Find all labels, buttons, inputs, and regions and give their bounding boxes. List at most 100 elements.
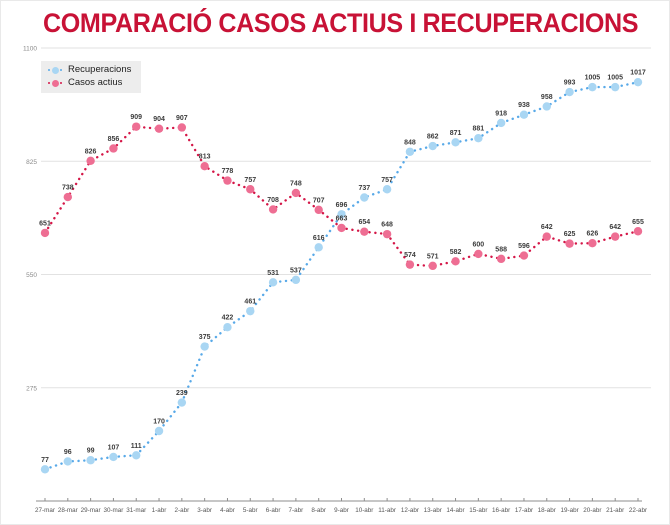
x-axis-tick-label: 28-mar (58, 507, 78, 514)
data-point-label: 848 (404, 139, 416, 146)
casos-actius-data-point[interactable] (154, 124, 164, 133)
casos-actius-data-point[interactable] (63, 192, 73, 202)
recuperacions-data-point[interactable] (177, 398, 187, 407)
recuperacions-data-point[interactable] (337, 210, 346, 219)
x-axis-tick-label: 31-mar (126, 507, 146, 514)
casos-actius-data-point[interactable] (40, 228, 50, 238)
casos-actius-data-point[interactable] (519, 251, 529, 260)
recuperacions-data-point[interactable] (451, 138, 460, 147)
casos-actius-data-point[interactable] (633, 227, 643, 236)
recuperacions-data-point[interactable] (542, 102, 551, 111)
data-point-label: 738 (62, 185, 74, 192)
data-point-label: 375 (199, 334, 211, 341)
casos-actius-data-point[interactable] (268, 205, 278, 214)
casos-actius-data-point[interactable] (291, 188, 301, 198)
x-axis-tick-label: 29-mar (81, 507, 101, 514)
recuperacions-data-point[interactable] (314, 243, 323, 252)
data-point-label: 170 (153, 418, 165, 425)
data-point-label: 909 (130, 114, 142, 121)
casos-actius-data-point[interactable] (588, 239, 597, 248)
x-axis-tick-label: 10-abr (355, 507, 373, 514)
casos-actius-data-point[interactable] (565, 239, 574, 248)
casos-actius-data-point[interactable] (451, 257, 460, 266)
casos-actius-data-point[interactable] (200, 161, 209, 171)
page-title: COMPARACIÓ CASOS ACTIUS I RECUPERACIONS (43, 8, 639, 38)
data-point-label: 778 (222, 168, 234, 175)
recuperacions-data-point[interactable] (86, 456, 95, 465)
data-point-label: 111 (131, 443, 142, 450)
data-point-label: 600 (473, 241, 485, 248)
data-point-label: 938 (518, 102, 530, 109)
recuperacions-data-point[interactable] (291, 275, 301, 285)
casos-actius-data-point[interactable] (246, 185, 255, 194)
casos-actius-data-point[interactable] (177, 123, 187, 132)
casos-actius-data-point[interactable] (405, 260, 415, 269)
recuperacions-data-point[interactable] (109, 452, 118, 462)
recuperacions-data-point[interactable] (565, 87, 574, 97)
y-axis-tick-label: 1100 (23, 46, 37, 53)
recuperacions-data-point[interactable] (132, 451, 141, 460)
recuperacions-data-point[interactable] (496, 118, 506, 128)
casos-actius-data-point[interactable] (428, 261, 437, 271)
data-point-label: 574 (404, 252, 416, 259)
casos-actius-data-point[interactable] (337, 223, 346, 233)
recuperacions-data-point[interactable] (246, 306, 255, 316)
recuperacions-data-point[interactable] (360, 193, 369, 202)
data-point-label: 1005 (585, 75, 601, 82)
data-point-label: 881 (473, 126, 485, 133)
recuperacions-data-point[interactable] (154, 426, 164, 436)
data-point-label: 907 (176, 115, 188, 122)
recuperacions-data-point[interactable] (268, 278, 278, 287)
x-axis-tick-label: 14-abr (446, 507, 464, 514)
data-point-label: 461 (244, 299, 256, 306)
casos-actius-data-point[interactable] (542, 232, 551, 241)
recuperacions-data-point[interactable] (382, 185, 392, 194)
legend: Recuperacions Casos actius (41, 61, 142, 93)
data-point-label: 654 (358, 219, 370, 226)
legend-item-casos-actius[interactable]: Casos actius (47, 77, 131, 89)
casos-actius-line (43, 125, 640, 268)
casos-actius-data-point[interactable] (109, 144, 118, 153)
data-point-label: 696 (336, 202, 348, 209)
recuperacions-data-point[interactable] (610, 82, 620, 92)
recuperacions-data-point[interactable] (63, 457, 73, 466)
casos-actius-data-point[interactable] (610, 232, 620, 241)
recuperacions-data-point[interactable] (588, 82, 597, 92)
recuperacions-data-point[interactable] (223, 323, 232, 332)
data-point-label: 596 (518, 243, 530, 250)
casos-actius-data-point[interactable] (132, 122, 141, 131)
data-point-label: 871 (450, 130, 462, 137)
data-point-label: 856 (108, 136, 120, 143)
data-point-label: 531 (267, 270, 279, 277)
data-point-label: 571 (427, 253, 439, 260)
recuperacions-data-point[interactable] (633, 77, 643, 87)
casos-actius-data-point[interactable] (382, 229, 392, 239)
casos-actius-data-point[interactable] (496, 254, 506, 264)
data-point-label: 707 (313, 197, 325, 204)
casos-actius-data-point[interactable] (474, 249, 483, 259)
casos-actius-data-point[interactable] (86, 156, 95, 166)
recuperacions-data-point[interactable] (200, 342, 209, 351)
data-point-label: 99 (87, 448, 95, 455)
recuperacions-data-point[interactable] (40, 465, 50, 474)
casos-actius-data-point[interactable] (360, 227, 369, 236)
recuperacions-data-point[interactable] (428, 141, 437, 151)
recuperacions-data-point[interactable] (405, 147, 415, 156)
x-axis-tick-label: 21-abr (606, 507, 624, 514)
recuperacions-data-point[interactable] (474, 133, 483, 143)
x-axis-tick-label: 8-abr (311, 507, 326, 514)
data-point-label: 1005 (607, 75, 623, 82)
recuperacions-line (43, 81, 640, 471)
data-point-label: 588 (495, 246, 507, 253)
data-point-label: 616 (313, 235, 325, 242)
casos-actius-data-point[interactable] (314, 205, 323, 215)
recuperacions-data-point[interactable] (519, 110, 529, 119)
x-axis-tick-label: 20-abr (583, 507, 601, 514)
data-point-label: 648 (381, 222, 393, 229)
x-axis-tick-label: 5-abr (243, 507, 258, 514)
legend-item-recuperacions[interactable]: Recuperacions (47, 64, 131, 76)
casos-actius-data-point[interactable] (223, 176, 232, 185)
x-axis-tick-label: 4-abr (220, 507, 235, 514)
data-point-label: 422 (222, 315, 234, 322)
